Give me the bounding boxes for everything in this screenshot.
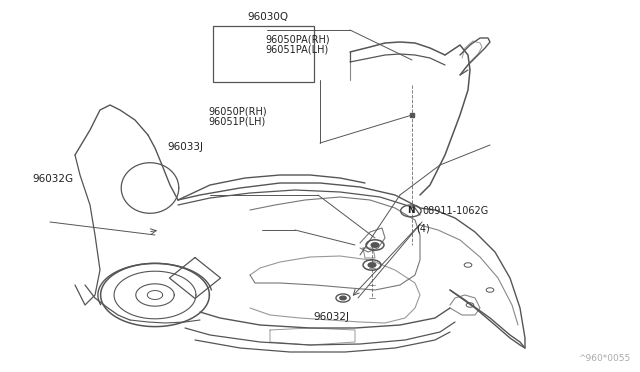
Circle shape (371, 243, 379, 247)
Text: 96050PA(RH): 96050PA(RH) (266, 34, 330, 44)
Text: 96051PA(LH): 96051PA(LH) (266, 44, 329, 54)
Circle shape (368, 263, 376, 267)
Bar (213, 26, 314, 82)
Text: 96033J: 96033J (168, 142, 204, 152)
Text: 96032G: 96032G (32, 174, 73, 183)
Text: 96032J: 96032J (314, 312, 349, 322)
Text: (4): (4) (416, 224, 429, 233)
Text: N: N (407, 206, 415, 215)
Text: 96051P(LH): 96051P(LH) (208, 117, 265, 126)
Text: 96030Q: 96030Q (247, 12, 288, 22)
Text: 96050P(RH): 96050P(RH) (208, 107, 267, 116)
Text: ^960*0055: ^960*0055 (578, 354, 630, 363)
Circle shape (340, 296, 346, 300)
Text: 08911-1062G: 08911-1062G (422, 206, 489, 216)
